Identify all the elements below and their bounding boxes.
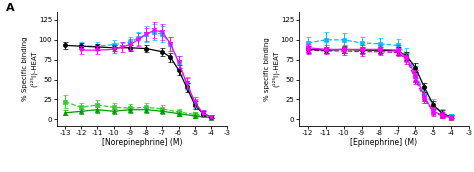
- Text: A: A: [6, 3, 14, 13]
- Y-axis label: % specific binding
(¹²⁵I)-HEAT: % specific binding (¹²⁵I)-HEAT: [264, 37, 279, 101]
- Y-axis label: % Specific binding
(¹²⁵I)-HEAT: % Specific binding (¹²⁵I)-HEAT: [22, 36, 37, 101]
- X-axis label: [Epinephrine] (M): [Epinephrine] (M): [350, 138, 418, 147]
- X-axis label: [Norepinephrine] (M): [Norepinephrine] (M): [102, 138, 182, 147]
